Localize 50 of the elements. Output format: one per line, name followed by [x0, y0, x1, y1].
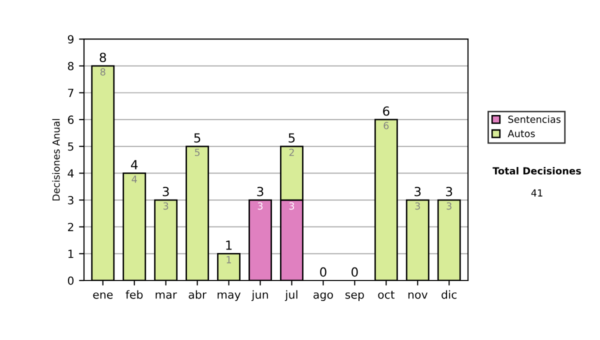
- x-tick-label: nov: [408, 292, 428, 299]
- data-label: 6: [384, 122, 389, 130]
- y-tick-label: 7: [68, 88, 74, 97]
- x-tick-label: may: [218, 292, 241, 301]
- total-label: 3: [257, 186, 264, 196]
- total-label: 5: [288, 133, 295, 143]
- y-tick-label: 4: [68, 169, 74, 178]
- x-tick-label: dic: [442, 290, 457, 299]
- text: 41: [531, 189, 542, 196]
- x-tick-label: feb: [126, 290, 143, 299]
- total-label: 0: [320, 267, 326, 277]
- legend-label: Sentencias: [508, 115, 561, 123]
- x-tick-label: oct: [378, 290, 395, 299]
- x-tick-label: sep: [345, 292, 364, 301]
- y-tick-label: 2: [68, 222, 74, 232]
- total-label: 3: [162, 186, 169, 196]
- x-tick-label: jul: [284, 290, 298, 301]
- y-tick-label: 6: [68, 116, 74, 124]
- text: Total Decisiones: [492, 166, 581, 175]
- x-tick-label: abr: [188, 290, 207, 299]
- data-label: 4: [132, 176, 137, 183]
- total-label: 3: [414, 186, 421, 196]
- data-label: 5: [194, 148, 200, 156]
- y-tick-label: 3: [68, 196, 74, 204]
- total-label: 3: [446, 186, 452, 196]
- legend-label: Autos: [508, 130, 535, 138]
- x-tick-label: ene: [93, 292, 113, 299]
- data-label: 2: [289, 148, 294, 156]
- data-label: 3: [163, 202, 168, 210]
- data-label: 1: [226, 256, 231, 264]
- total-label: 8: [100, 52, 106, 62]
- total-label: 0: [352, 267, 358, 277]
- data-label: 8: [100, 68, 106, 76]
- total-label: 5: [194, 133, 200, 143]
- y-tick-label: 1: [68, 250, 74, 258]
- data-label: 3: [446, 202, 452, 210]
- y-tick-label: 5: [68, 142, 74, 151]
- x-tick-label: jun: [251, 290, 268, 301]
- data-label: 3: [289, 202, 294, 210]
- y-tick-label: 8: [68, 62, 74, 70]
- data-label: 3: [415, 202, 420, 210]
- x-tick-label: ago: [314, 292, 333, 301]
- total-label: 6: [383, 106, 390, 116]
- data-label: 3: [258, 202, 263, 210]
- y-tick-label: 0: [68, 276, 74, 285]
- x-tick-label: mar: [156, 292, 177, 299]
- total-label: 1: [226, 240, 232, 250]
- y-tick-label: 9: [68, 35, 74, 44]
- total-label: 4: [130, 160, 138, 170]
- y-axis-title: Decisiones Anual: [52, 119, 60, 200]
